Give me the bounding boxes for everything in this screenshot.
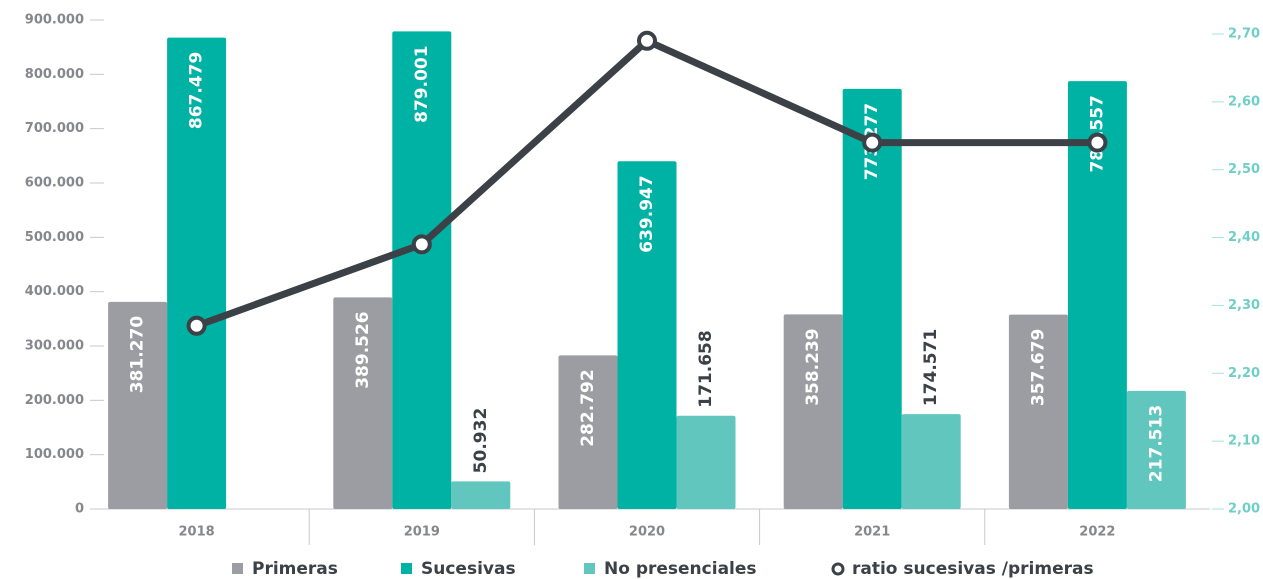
legend-marker [232,563,243,574]
ratio-point [411,234,432,255]
bar [1126,390,1186,509]
bar [558,355,618,509]
bar [842,88,902,509]
value-label: 282.792 [578,369,598,446]
x-tick-label: 2021 [854,525,890,540]
x-tick-label: 2022 [1079,525,1115,540]
y-tick-label: 800.000 [25,67,84,82]
y-tick-label: 200.000 [25,393,84,408]
y-tick-label: 0 [75,502,84,517]
legend-marker [831,562,845,576]
ratio-point [1087,132,1108,153]
value-label: 358.239 [803,328,823,405]
bar [333,297,393,509]
legend-label: Sucesivas [421,559,516,579]
legend-label: ratio sucesivas /primeras [852,559,1094,579]
y-tick-label: 500.000 [25,230,84,245]
y-tick-label: 700.000 [25,121,84,136]
y-tick-label: 900.000 [25,13,84,28]
x-tick-label: 2020 [629,525,665,540]
legend-label: Primeras [252,559,338,579]
value-label: 171.658 [696,330,716,407]
bar [392,31,452,510]
bar [901,414,961,509]
bar [1008,314,1068,509]
y2-tick-label: 2,20 [1228,366,1260,381]
bar [108,301,168,509]
y2-tick-label: 2,40 [1228,230,1260,245]
y2-tick-label: 2,00 [1228,502,1260,517]
value-label: 389.526 [353,311,373,388]
value-label: 639.947 [637,175,657,252]
bar [783,314,843,509]
y-tick-label: 300.000 [25,339,84,354]
y-tick-label: 400.000 [25,284,84,299]
y2-tick-label: 2,30 [1228,298,1260,313]
value-label: 217.513 [1146,405,1166,482]
value-label: 879.001 [412,45,432,122]
ratio-point [862,132,883,153]
value-label: 381.270 [128,316,148,394]
legend-label: No presenciales [604,559,757,579]
y2-tick-label: 2,60 [1228,94,1260,109]
bar [676,415,736,509]
value-label: 174.571 [921,329,941,406]
y2-tick-label: 2,10 [1228,434,1260,449]
y-tick-label: 600.000 [25,176,84,191]
ratio-point [637,30,657,51]
bar [451,481,511,509]
value-label: 357.679 [1028,329,1048,406]
bar [1067,81,1127,510]
x-tick-label: 2019 [404,525,440,540]
y2-tick-label: 2,50 [1228,162,1260,177]
value-label: 867.479 [187,52,207,129]
ratio-point [186,315,207,336]
legend-marker [401,563,412,574]
bar [617,161,677,509]
bar [167,37,227,510]
y-tick-label: 100.000 [25,447,84,462]
value-label: 50.932 [471,408,491,474]
y2-tick-label: 2,70 [1228,27,1260,42]
legend-marker [584,563,595,574]
x-tick-label: 2018 [179,525,215,540]
